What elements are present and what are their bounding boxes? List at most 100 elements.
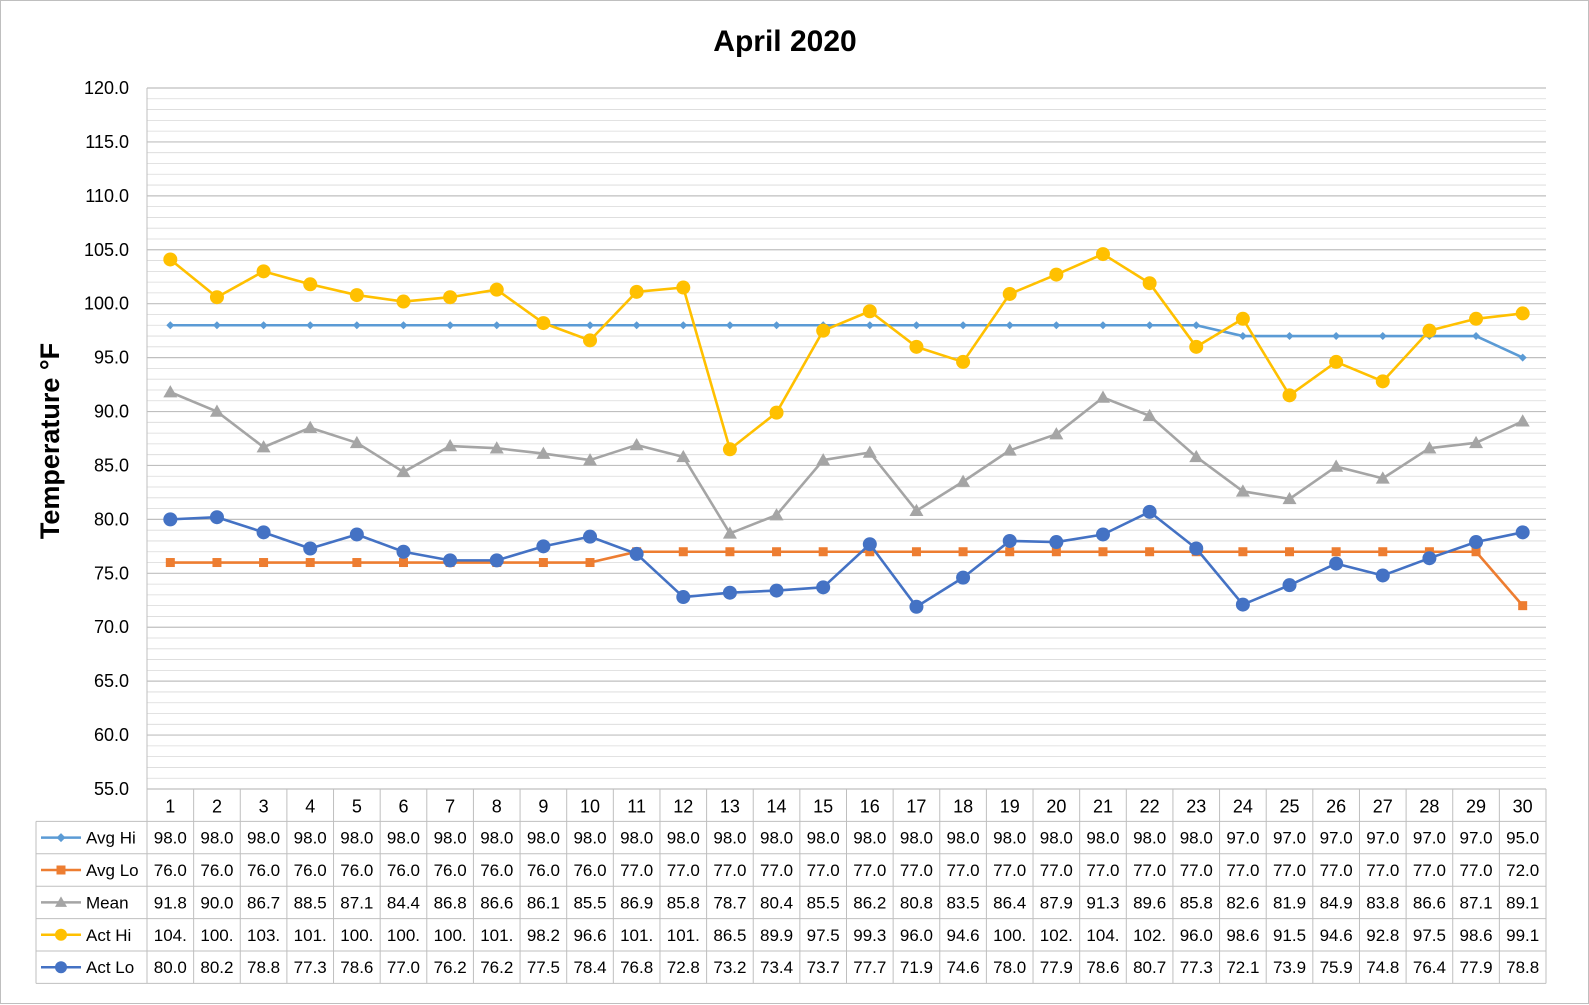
table-cell: 89.1 [1506,893,1539,912]
table-cell: 97.0 [1320,829,1353,848]
data-point [1375,374,1390,389]
table-cell: 104. [1086,926,1119,945]
data-point [1002,443,1017,456]
table-cell: 100. [434,926,467,945]
table-cell: 72.8 [667,958,700,977]
data-point [212,321,221,330]
legend-label: Avg Lo [86,861,139,880]
x-tick-label: 14 [767,796,787,816]
table-cell: 86.8 [434,893,467,912]
data-point [1235,597,1250,612]
table-cell: 98.0 [1180,829,1213,848]
data-point [725,321,734,330]
data-point [1282,388,1297,403]
data-point [446,321,455,330]
table-cell: 91.8 [154,893,187,912]
table-cell: 77.7 [853,958,886,977]
table-cell: 89.9 [760,926,793,945]
data-point [209,290,224,305]
data-point [583,453,598,466]
data-point [538,558,548,568]
data-point [722,585,737,600]
x-tick-label: 1 [165,796,175,816]
x-tick-label: 21 [1093,796,1113,816]
data-point [163,512,178,527]
series-line [170,510,1523,609]
table-cell: 83.8 [1366,893,1399,912]
data-point [489,553,504,568]
data-point [1378,332,1387,341]
data-point [209,404,224,417]
table-cell: 96.0 [1180,926,1213,945]
data-point [1145,321,1154,330]
data-point [349,527,364,542]
table-cell: 97.0 [1413,829,1446,848]
x-tick-label: 8 [492,796,502,816]
data-point [1515,525,1530,540]
data-point [722,526,737,539]
table-cell: 87.1 [1460,893,1493,912]
data-point [1422,323,1437,338]
table-cell: 98.0 [340,829,373,848]
table-cell: 80.0 [154,958,187,977]
x-tick-label: 20 [1046,796,1066,816]
data-point [55,896,67,907]
table-cell: 76.0 [340,861,373,880]
table-cell: 100. [340,926,373,945]
table-cell: 101. [480,926,513,945]
table-cell: 76.0 [247,861,280,880]
data-point [1142,276,1157,291]
data-point [909,339,924,354]
x-tick-label: 18 [953,796,973,816]
chart-title: April 2020 [713,25,856,58]
data-point [1471,547,1481,557]
table-cell: 80.2 [200,958,233,977]
data-point [165,558,175,568]
data-point [772,321,781,330]
table-cell: 76.2 [480,958,513,977]
x-tick-label: 19 [1000,796,1020,816]
x-tick-label: 27 [1373,796,1393,816]
y-tick-label: 70.0 [94,617,129,637]
y-tick-label: 110.0 [85,186,129,206]
data-point [865,321,874,330]
table-cell: 97.0 [1226,829,1259,848]
data-point [862,304,877,319]
data-point [1098,321,1107,330]
data-point [1189,541,1204,556]
table-cell: 86.1 [527,893,560,912]
table-cell: 86.5 [713,926,746,945]
data-point [55,961,67,974]
data-point [911,547,921,557]
table-cell: 98.2 [527,926,560,945]
x-tick-label: 9 [538,796,548,816]
y-tick-label: 95.0 [94,348,129,368]
x-tick-label: 23 [1186,796,1206,816]
table-cell: 85.5 [807,893,840,912]
data-point [443,439,458,452]
data-point [1518,353,1527,362]
data-point [536,446,551,459]
table-cell: 98.0 [1086,829,1119,848]
table-cell: 96.6 [573,926,606,945]
table-cell: 77.0 [760,861,793,880]
table-cell: 102. [1040,926,1073,945]
table-cell: 98.0 [993,829,1026,848]
series-line [169,390,1524,535]
data-point [443,553,458,568]
y-tick-label: 55.0 [94,779,129,799]
table-cell: 76.2 [434,958,467,977]
table-cell: 85.8 [1180,893,1213,912]
table-cell: 77.3 [1180,958,1213,977]
plot-series [163,247,1530,614]
data-point [489,441,504,454]
data-point [676,590,691,605]
data-point [1329,459,1344,472]
table-cell: 98.0 [853,829,886,848]
data-point [678,547,688,557]
data-point [1002,286,1017,301]
y-tick-label: 85.0 [94,455,129,475]
data-point [816,580,831,595]
data-point [586,321,595,330]
table-cell: 77.5 [527,958,560,977]
